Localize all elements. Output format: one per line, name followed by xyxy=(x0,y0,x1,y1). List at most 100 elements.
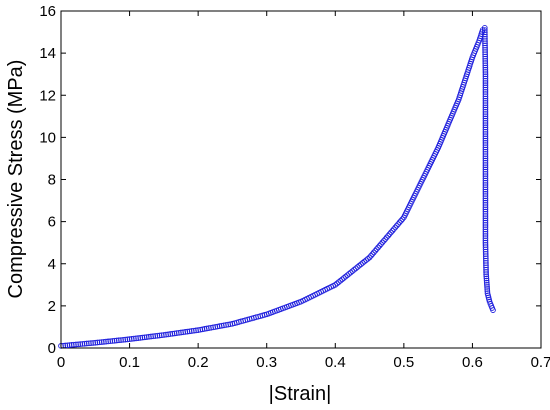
data-point xyxy=(81,340,88,347)
data-point xyxy=(154,332,161,339)
data-point xyxy=(182,329,189,335)
data-point xyxy=(379,239,386,246)
data-point xyxy=(128,336,135,342)
data-point xyxy=(375,244,381,251)
data-point xyxy=(79,341,86,347)
y-tick-label: 4 xyxy=(48,256,56,273)
data-point xyxy=(354,264,361,270)
data-point xyxy=(126,336,133,343)
data-point xyxy=(372,247,379,254)
data-point xyxy=(152,333,159,339)
data-point xyxy=(186,328,193,335)
data-point xyxy=(184,328,191,335)
data-point xyxy=(71,341,77,348)
data-point xyxy=(156,332,163,339)
data-point xyxy=(150,333,156,340)
data-point xyxy=(98,339,105,345)
data-point xyxy=(378,241,384,247)
data-point xyxy=(86,340,92,347)
data-point xyxy=(393,222,400,229)
y-tick-label: 2 xyxy=(48,298,56,315)
x-axis-ticks: 0 0.1 0.2 0.3 0.4 0.5 0.6 0.7 xyxy=(57,11,550,371)
data-point xyxy=(365,255,371,262)
data-point xyxy=(368,252,374,259)
data-point xyxy=(124,336,131,343)
data-point xyxy=(118,337,124,343)
data-point xyxy=(171,330,178,337)
data-point xyxy=(188,328,195,334)
x-tick-label: 0.4 xyxy=(325,354,346,371)
data-point xyxy=(483,271,489,278)
data-point xyxy=(388,229,394,236)
y-tick-label: 8 xyxy=(48,172,56,189)
data-point xyxy=(342,273,349,280)
x-tick-label: 0.2 xyxy=(188,354,209,371)
data-point xyxy=(143,334,150,340)
data-point xyxy=(382,236,389,242)
data-point xyxy=(484,284,490,290)
data-point xyxy=(107,338,114,345)
data-point xyxy=(90,340,96,346)
data-point xyxy=(173,330,180,336)
data-point xyxy=(191,327,197,334)
data-point xyxy=(66,342,73,348)
data-point xyxy=(339,276,345,283)
data-point xyxy=(356,262,363,269)
data-point xyxy=(483,275,490,282)
x-tick-label: 0.6 xyxy=(462,354,483,371)
data-point xyxy=(395,221,401,227)
y-axis-label: Compressive Stress (MPa) xyxy=(5,60,27,299)
y-tick-label: 12 xyxy=(39,87,56,104)
data-point xyxy=(103,338,109,345)
data-point xyxy=(341,275,347,281)
data-point xyxy=(363,257,369,264)
data-point xyxy=(77,341,84,347)
data-point xyxy=(176,329,182,336)
data-point xyxy=(392,224,399,231)
data-point xyxy=(358,261,364,268)
data-point xyxy=(483,277,490,284)
data-point xyxy=(383,234,390,241)
data-point xyxy=(122,336,129,343)
data-point xyxy=(92,339,99,346)
data-point xyxy=(398,217,404,224)
y-tick-label: 0 xyxy=(48,340,56,357)
data-point xyxy=(483,279,490,286)
y-tick-label: 10 xyxy=(39,129,56,146)
y-tick-label: 14 xyxy=(39,45,56,62)
data-point xyxy=(373,246,380,252)
data-point xyxy=(135,335,141,341)
data-point xyxy=(111,337,118,344)
data-point xyxy=(347,269,354,276)
data-point xyxy=(335,279,342,285)
data-point xyxy=(385,232,391,239)
data-point xyxy=(361,258,368,265)
data-point xyxy=(163,331,169,338)
y-tick-label: 16 xyxy=(39,3,56,20)
data-point xyxy=(359,260,366,266)
data-point xyxy=(349,268,356,274)
data-point xyxy=(167,331,174,337)
data-point xyxy=(137,334,144,341)
data-point xyxy=(131,335,137,342)
data-point xyxy=(391,226,397,232)
y-axis-ticks: 0 2 4 6 8 10 12 14 16 xyxy=(39,3,541,357)
data-point xyxy=(483,273,490,280)
data-point xyxy=(386,231,393,237)
y-tick-label: 6 xyxy=(48,214,56,231)
data-point xyxy=(337,277,344,284)
data-point xyxy=(109,338,116,344)
x-tick-label: 0.5 xyxy=(393,354,414,371)
data-point xyxy=(141,334,148,341)
data-point xyxy=(101,338,107,345)
data-point xyxy=(484,288,491,294)
data-point xyxy=(113,337,120,344)
data-point xyxy=(75,341,81,348)
data-point xyxy=(94,339,101,346)
data-point xyxy=(369,251,376,257)
data-point xyxy=(332,281,339,288)
data-point xyxy=(490,307,496,313)
x-tick-label: 0.3 xyxy=(256,354,277,371)
data-point xyxy=(396,219,403,226)
